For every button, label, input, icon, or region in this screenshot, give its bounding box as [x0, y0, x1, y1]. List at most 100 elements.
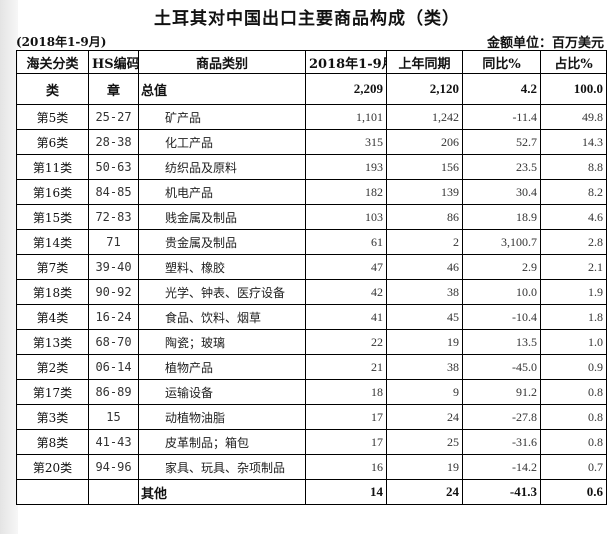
table-row: 第15类 72-83 贱金属及制品 103 86 18.9 4.6 — [16, 204, 607, 230]
cell-share: 2.1 — [540, 254, 607, 280]
cell-yoy: -41.3 — [462, 479, 541, 505]
cell-yoy: -31.6 — [462, 429, 541, 455]
cell-hs: 25-27 — [88, 104, 139, 130]
other-row: 其他 14 24 -41.3 0.6 — [16, 479, 607, 505]
cell-share: 0.6 — [540, 479, 607, 505]
cell-previous: 24 — [386, 404, 463, 430]
cell-current: 315 — [305, 129, 387, 155]
table-row: 第20类 94-96 家具、玩具、杂项制品 16 19 -14.2 0.7 — [16, 454, 607, 480]
cell-name: 化工产品 — [138, 129, 306, 155]
cell-yoy: -11.4 — [462, 104, 541, 130]
cell-class: 第14类 — [16, 229, 89, 255]
table-row: 第11类 50-63 纺织品及原料 193 156 23.5 8.8 — [16, 154, 607, 180]
cell-hs: 41-43 — [88, 429, 139, 455]
cell-current: 47 — [305, 254, 387, 280]
cell-yoy: 3,100.7 — [462, 229, 541, 255]
table-row: 第8类 41-43 皮革制品；箱包 17 25 -31.6 0.8 — [16, 429, 607, 455]
table-row: 第6类 28-38 化工产品 315 206 52.7 14.3 — [16, 129, 607, 155]
cell-share: 8.8 — [540, 154, 607, 180]
cell-name: 食品、饮料、烟草 — [138, 304, 306, 330]
cell-name: 贱金属及制品 — [138, 204, 306, 230]
col-header: 海关分类 — [16, 50, 89, 74]
cell-previous: 25 — [386, 429, 463, 455]
cell-class: 类 — [16, 73, 89, 105]
cell-class: 第15类 — [16, 204, 89, 230]
cell-current: 14 — [305, 479, 387, 505]
cell-class: 第7类 — [16, 254, 89, 280]
cell-class: 第18类 — [16, 279, 89, 305]
cell-name: 纺织品及原料 — [138, 154, 306, 180]
table-row: 第5类 25-27 矿产品 1,101 1,242 -11.4 49.8 — [16, 104, 607, 130]
cell-share: 2.8 — [540, 229, 607, 255]
cell-name: 总值 — [138, 73, 306, 105]
cell-class: 第13类 — [16, 329, 89, 355]
cell-class: 第3类 — [16, 404, 89, 430]
cell-current: 41 — [305, 304, 387, 330]
table-row: 第2类 06-14 植物产品 21 38 -45.0 0.9 — [16, 354, 607, 380]
background-shade — [0, 0, 18, 534]
cell-class: 第4类 — [16, 304, 89, 330]
cell-yoy: 18.9 — [462, 204, 541, 230]
cell-yoy: -14.2 — [462, 454, 541, 480]
cell-hs: 90-92 — [88, 279, 139, 305]
cell-share: 8.2 — [540, 179, 607, 205]
cell-previous: 2,120 — [386, 73, 463, 105]
cell-share: 0.7 — [540, 454, 607, 480]
cell-share: 1.0 — [540, 329, 607, 355]
cell-yoy: 13.5 — [462, 329, 541, 355]
cell-current: 193 — [305, 154, 387, 180]
table-row: 第17类 86-89 运输设备 18 9 91.2 0.8 — [16, 379, 607, 405]
cell-class: 第17类 — [16, 379, 89, 405]
cell-previous: 46 — [386, 254, 463, 280]
cell-previous: 206 — [386, 129, 463, 155]
table-row: 第7类 39-40 塑料、橡胶 47 46 2.9 2.1 — [16, 254, 607, 280]
cell-class: 第11类 — [16, 154, 89, 180]
cell-share: 1.8 — [540, 304, 607, 330]
cell-current: 1,101 — [305, 104, 387, 130]
cell-current: 22 — [305, 329, 387, 355]
cell-yoy: 10.0 — [462, 279, 541, 305]
table-row: 第13类 68-70 陶瓷；玻璃 22 19 13.5 1.0 — [16, 329, 607, 355]
cell-current: 182 — [305, 179, 387, 205]
cell-previous: 1,242 — [386, 104, 463, 130]
cell-yoy: -10.4 — [462, 304, 541, 330]
cell-class: 第6类 — [16, 129, 89, 155]
cell-hs: 39-40 — [88, 254, 139, 280]
cell-hs: 68-70 — [88, 329, 139, 355]
cell-name: 贵金属及制品 — [138, 229, 306, 255]
table-row: 第16类 84-85 机电产品 182 139 30.4 8.2 — [16, 179, 607, 205]
cell-previous: 86 — [386, 204, 463, 230]
cell-previous: 19 — [386, 329, 463, 355]
table-row: 第14类 71 贵金属及制品 61 2 3,100.7 2.8 — [16, 229, 607, 255]
cell-hs: 86-89 — [88, 379, 139, 405]
cell-name: 家具、玩具、杂项制品 — [138, 454, 306, 480]
cell-previous: 38 — [386, 354, 463, 380]
cell-hs: 28-38 — [88, 129, 139, 155]
cell-yoy: 30.4 — [462, 179, 541, 205]
cell-previous: 38 — [386, 279, 463, 305]
cell-current: 61 — [305, 229, 387, 255]
cell-class: 第16类 — [16, 179, 89, 205]
cell-previous: 156 — [386, 154, 463, 180]
cell-share: 14.3 — [540, 129, 607, 155]
col-header: 占比% — [540, 50, 607, 74]
cell-name: 塑料、橡胶 — [138, 254, 306, 280]
cell-yoy: 23.5 — [462, 154, 541, 180]
col-header: 同比% — [462, 50, 541, 74]
cell-share: 100.0 — [540, 73, 607, 105]
table-row: 第3类 15 动植物油脂 17 24 -27.8 0.8 — [16, 404, 607, 430]
cell-current: 103 — [305, 204, 387, 230]
cell-hs — [88, 479, 139, 505]
cell-previous: 19 — [386, 454, 463, 480]
cell-previous: 9 — [386, 379, 463, 405]
cell-share: 4.6 — [540, 204, 607, 230]
col-header: HS编码 — [88, 50, 139, 74]
cell-current: 42 — [305, 279, 387, 305]
cell-current: 18 — [305, 379, 387, 405]
table-row: 第18类 90-92 光学、钟表、医疗设备 42 38 10.0 1.9 — [16, 279, 607, 305]
cell-yoy: -45.0 — [462, 354, 541, 380]
cell-hs: 章 — [88, 73, 139, 105]
header-row: 海关分类 HS编码 商品类别 2018年1-9月 上年同期 同比% 占比% — [16, 50, 607, 74]
cell-class: 第20类 — [16, 454, 89, 480]
cell-hs: 50-63 — [88, 154, 139, 180]
